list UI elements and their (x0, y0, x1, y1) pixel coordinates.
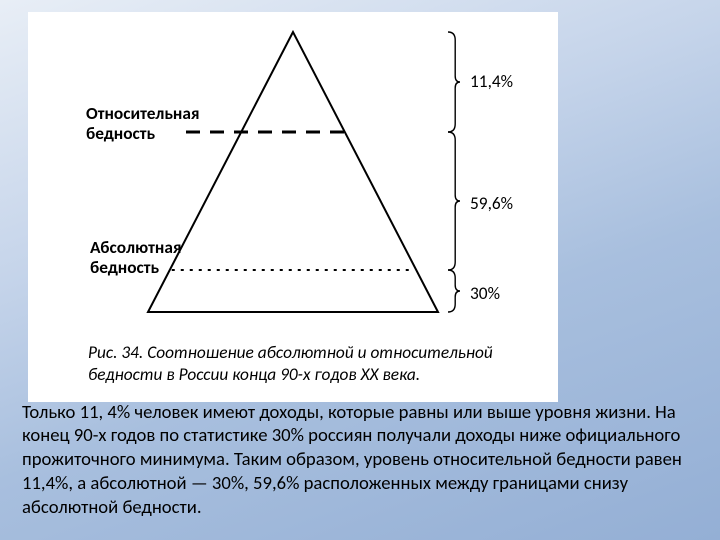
bracket-label-middle: 59,6% (470, 192, 513, 214)
bracket-label-top: 11,4% (470, 70, 513, 92)
label-relative-poverty: Относительная бедность (86, 104, 200, 144)
caption-line1: Рис. 34. Соотношение абсолютной и относи… (88, 341, 493, 363)
label-absolute-line2: бедность (90, 256, 159, 278)
figure-caption: Рис. 34. Соотношение абсолютной и относи… (88, 342, 508, 385)
figure-panel: Относительная бедность Абсолютная беднос… (28, 12, 558, 402)
label-relative-line1: Относительная (86, 102, 200, 124)
label-relative-line2: бедность (86, 122, 155, 144)
label-absolute-line1: Абсолютная (90, 236, 182, 258)
caption-line2: бедности в России конца 90-х годов XX ве… (88, 363, 420, 385)
body-paragraph: Только 11, 4% человек имеют доходы, кото… (22, 401, 698, 520)
bracket-label-bottom: 30% (470, 282, 500, 304)
label-absolute-poverty: Абсолютная бедность (90, 238, 182, 278)
